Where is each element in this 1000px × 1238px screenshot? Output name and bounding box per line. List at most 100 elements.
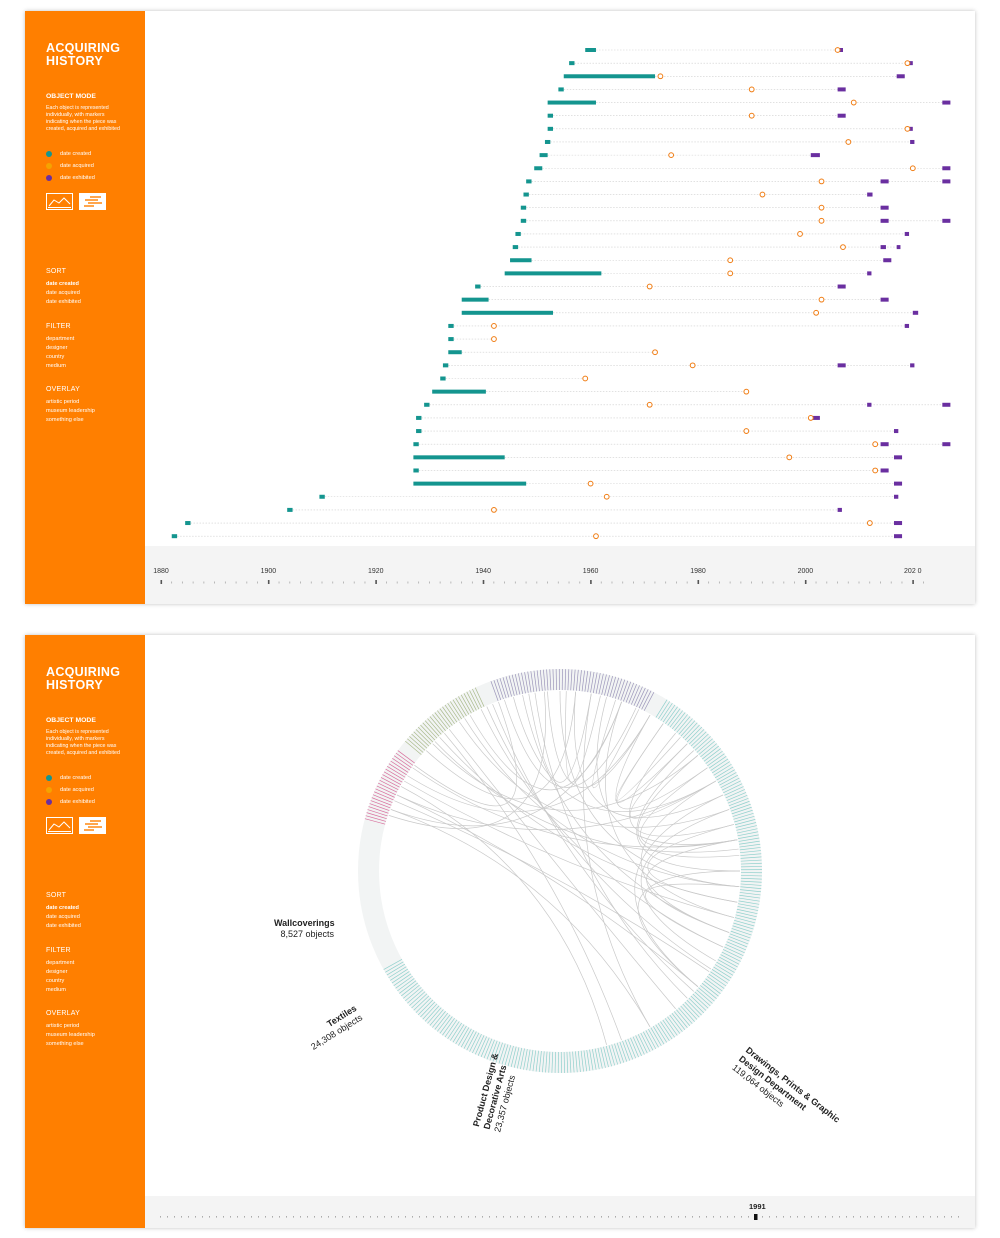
exhibited-bar[interactable] — [837, 284, 846, 289]
exhibited-bar[interactable] — [837, 363, 846, 368]
object-row[interactable] — [413, 441, 951, 448]
overlay-something-else[interactable]: something else — [46, 1041, 84, 1047]
overlay-museum-leadership[interactable]: museum leadership — [46, 1032, 95, 1038]
exhibited-bar[interactable] — [880, 468, 889, 473]
exhibited-bar[interactable] — [894, 494, 899, 499]
object-row[interactable] — [569, 60, 913, 67]
object-row[interactable] — [547, 125, 913, 132]
created-bar[interactable] — [569, 61, 575, 66]
created-bar[interactable] — [475, 284, 481, 289]
created-bar[interactable] — [510, 258, 532, 263]
created-bar[interactable] — [432, 389, 486, 394]
object-row[interactable] — [461, 309, 919, 316]
acquired-marker[interactable] — [813, 309, 820, 316]
created-bar[interactable] — [523, 192, 529, 197]
exhibited-bar[interactable] — [837, 87, 846, 92]
filter-medium[interactable]: medium — [46, 363, 66, 369]
object-row[interactable] — [448, 323, 910, 329]
acquired-marker[interactable] — [748, 86, 755, 93]
object-row[interactable] — [547, 112, 846, 119]
exhibited-bar[interactable] — [867, 192, 873, 197]
overlay-museum-leadership[interactable]: museum leadership — [46, 408, 95, 414]
acquired-marker[interactable] — [582, 375, 589, 382]
exhibited-bar[interactable] — [942, 179, 951, 184]
object-row[interactable] — [287, 507, 842, 513]
object-row[interactable] — [526, 178, 951, 185]
object-row[interactable] — [440, 375, 589, 382]
acquired-marker[interactable] — [743, 428, 750, 434]
acquired-marker[interactable] — [807, 415, 814, 421]
object-row[interactable] — [424, 401, 951, 408]
object-row[interactable] — [413, 467, 889, 474]
filter-department[interactable]: department — [46, 960, 75, 966]
acquired-marker[interactable] — [668, 152, 675, 159]
exhibited-bar[interactable] — [837, 507, 842, 512]
acquired-marker[interactable] — [657, 73, 664, 80]
created-bar[interactable] — [319, 494, 325, 499]
acquired-marker[interactable] — [759, 191, 766, 198]
acquired-marker[interactable] — [866, 520, 873, 526]
acquired-marker[interactable] — [491, 323, 497, 329]
exhibited-bar[interactable] — [867, 271, 872, 276]
exhibited-bar[interactable] — [896, 245, 901, 250]
overlay-artistic-period[interactable]: artistic period — [46, 399, 80, 405]
object-row[interactable] — [563, 73, 905, 80]
object-row[interactable] — [558, 86, 846, 93]
exhibited-bar[interactable] — [910, 139, 915, 144]
object-row[interactable] — [413, 480, 903, 487]
sort-date-acquired[interactable]: date acquired — [46, 914, 80, 920]
acquired-marker[interactable] — [646, 401, 653, 408]
object-row[interactable] — [544, 139, 915, 145]
exhibited-bar[interactable] — [894, 534, 903, 539]
created-bar[interactable] — [520, 218, 527, 223]
created-bar[interactable] — [171, 534, 178, 539]
created-bar[interactable] — [534, 166, 543, 171]
ring-segment[interactable] — [364, 750, 415, 825]
filter-department[interactable]: department — [46, 336, 75, 342]
created-bar[interactable] — [185, 521, 191, 526]
object-row[interactable] — [510, 257, 892, 264]
segment-label-wallcoverings[interactable]: Wallcoverings 8,527 objects — [274, 918, 335, 940]
exhibited-bar[interactable] — [880, 245, 886, 250]
created-bar[interactable] — [287, 507, 293, 512]
acquired-marker[interactable] — [652, 349, 658, 356]
exhibited-bar[interactable] — [880, 205, 889, 210]
object-row[interactable] — [185, 520, 903, 526]
created-bar[interactable] — [448, 323, 454, 328]
sort-date-exhibited[interactable]: date exhibited — [46, 299, 81, 305]
exhibited-bar[interactable] — [880, 218, 889, 223]
exhibited-bar[interactable] — [883, 258, 892, 263]
list-view-button[interactable] — [79, 817, 106, 834]
created-bar[interactable] — [563, 74, 656, 79]
created-bar[interactable] — [526, 179, 532, 184]
filter-designer[interactable]: designer — [46, 969, 68, 975]
acquired-marker[interactable] — [727, 257, 734, 264]
acquired-marker[interactable] — [491, 507, 497, 513]
created-bar[interactable] — [515, 231, 521, 236]
acquired-marker[interactable] — [872, 441, 879, 448]
created-bar[interactable] — [448, 350, 462, 355]
object-row[interactable] — [171, 533, 903, 540]
acquired-marker[interactable] — [743, 388, 750, 395]
exhibited-bar[interactable] — [867, 402, 872, 407]
object-row[interactable] — [520, 204, 889, 211]
object-row[interactable] — [475, 283, 846, 290]
exhibited-bar[interactable] — [880, 297, 889, 302]
acquired-marker[interactable] — [786, 454, 793, 461]
exhibited-bar[interactable] — [837, 113, 846, 118]
object-row[interactable] — [520, 217, 951, 224]
created-bar[interactable] — [424, 402, 430, 407]
exhibited-bar[interactable] — [894, 481, 903, 486]
exhibited-bar[interactable] — [910, 363, 915, 368]
line-chart-view-button[interactable] — [46, 817, 73, 834]
sort-date-created[interactable]: date created — [46, 281, 79, 287]
exhibited-bar[interactable] — [942, 218, 951, 223]
acquired-marker[interactable] — [587, 480, 594, 487]
created-bar[interactable] — [547, 100, 596, 105]
object-row[interactable] — [319, 493, 899, 500]
created-bar[interactable] — [461, 310, 554, 315]
list-view-button[interactable] — [79, 193, 106, 210]
created-bar[interactable] — [544, 139, 551, 144]
object-row[interactable] — [585, 47, 843, 53]
object-row[interactable] — [416, 428, 899, 434]
